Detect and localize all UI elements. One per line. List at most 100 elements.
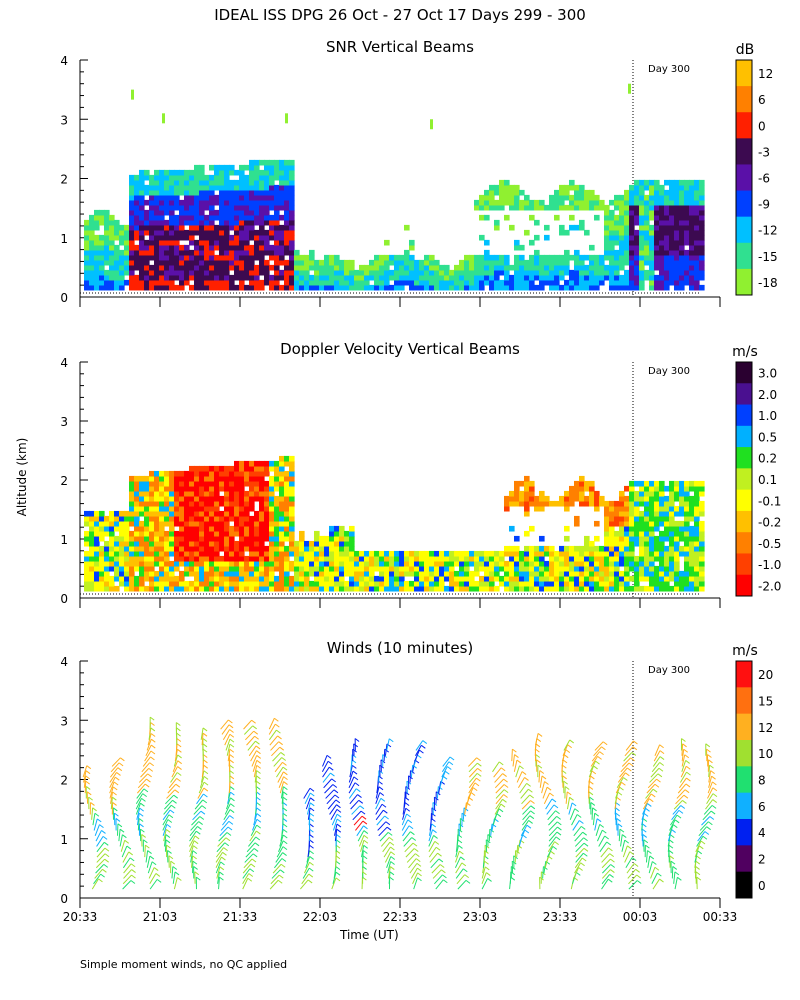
snr-cell (479, 269, 485, 276)
wind-barb (322, 766, 330, 778)
doppler-cell (169, 560, 175, 567)
wind-barb (226, 743, 231, 756)
doppler-cell (99, 550, 105, 557)
doppler-cell (604, 570, 610, 577)
doppler-cell (534, 565, 540, 572)
doppler-cell (619, 510, 625, 517)
wind-barb (515, 765, 520, 778)
doppler-cell (194, 470, 200, 477)
doppler-cell (624, 565, 630, 572)
wind-barb (253, 765, 258, 778)
doppler-panel: Doppler Velocity Vertical Beams01234Day … (60, 340, 781, 608)
doppler-cell (534, 495, 540, 502)
wind-barb-feather (142, 793, 147, 798)
doppler-cell (84, 585, 90, 592)
snr-cell (154, 249, 160, 256)
doppler-cell (559, 580, 565, 587)
doppler-cell (119, 570, 125, 577)
doppler-cell (594, 580, 600, 587)
snr-cell (279, 174, 285, 181)
wind-barb-feather (219, 866, 225, 871)
doppler-cell (139, 500, 145, 507)
doppler-cell (124, 525, 130, 532)
snr-cell (384, 274, 390, 281)
snr-cell (534, 269, 540, 276)
doppler-cell (559, 495, 565, 502)
snr-cell (84, 244, 90, 251)
doppler-cell (149, 495, 155, 502)
wind-barb-feather (463, 807, 469, 812)
doppler-cell (229, 550, 235, 557)
doppler-cell (344, 545, 350, 552)
snr-cell (294, 254, 300, 261)
wind-barb-feather (309, 802, 315, 807)
doppler-cell (184, 485, 190, 492)
doppler-cell (274, 565, 280, 572)
snr-cell (694, 214, 700, 221)
doppler-cell (484, 585, 490, 592)
wind-barb-feather (408, 825, 414, 830)
snr-cell (144, 199, 150, 206)
snr-cell (614, 259, 620, 266)
snr-cell (274, 184, 280, 191)
doppler-cell (89, 555, 95, 562)
snr-cell (529, 284, 535, 291)
snr-cell (639, 189, 645, 196)
doppler-cell (284, 500, 290, 507)
snr-cell (209, 179, 215, 186)
doppler-cell (259, 570, 265, 577)
snr-cell (674, 209, 680, 216)
snr-cell (149, 234, 155, 241)
doppler-cell (304, 575, 310, 582)
snr-cell (104, 229, 110, 236)
snr-cell (469, 279, 475, 286)
doppler-cell (269, 495, 275, 502)
snr-cell (279, 239, 285, 246)
wind-barb (140, 768, 150, 778)
snr-cell (94, 214, 100, 221)
snr-cell (349, 259, 355, 266)
snr-cell (574, 189, 580, 196)
snr-cell (104, 239, 110, 246)
snr-cell (444, 264, 450, 271)
doppler-cell (689, 575, 695, 582)
doppler-cell (204, 565, 210, 572)
snr-cell (654, 219, 660, 226)
snr-cell (269, 284, 275, 291)
doppler-cell (219, 565, 225, 572)
snr-cell (669, 229, 675, 236)
snr-cell (204, 234, 210, 241)
wind-barb-feather (336, 804, 341, 809)
doppler-cell (154, 510, 160, 517)
wind-barb-feather (247, 877, 253, 882)
snr-cell (509, 204, 515, 211)
doppler-cell (304, 570, 310, 577)
doppler-cell (159, 475, 165, 482)
snr-cell (679, 214, 685, 221)
wind-barb-feather (229, 780, 235, 785)
snr-cell (614, 269, 620, 276)
wind-barb-feather (389, 841, 395, 846)
snr-cell (649, 249, 655, 256)
snr-cell (224, 269, 230, 276)
colorbar-swatch (736, 845, 752, 873)
snr-cell (224, 194, 230, 201)
doppler-cell (239, 550, 245, 557)
doppler-cell (549, 565, 555, 572)
wind-barb-feather (203, 770, 209, 775)
wind-barb-feather (151, 861, 157, 866)
snr-cell (234, 239, 240, 246)
doppler-cell (89, 575, 95, 582)
wind-barb (455, 845, 459, 858)
doppler-cell (379, 575, 385, 582)
doppler-cell (289, 490, 295, 497)
doppler-cell (139, 545, 145, 552)
snr-cell (169, 259, 175, 266)
snr-cell (144, 284, 150, 291)
wind-barb-feather (575, 871, 581, 876)
snr-cell (274, 244, 280, 251)
doppler-cell (604, 530, 610, 537)
snr-cell (154, 269, 160, 276)
x-tick-label: 00:33 (703, 910, 738, 924)
snr-cell (239, 174, 245, 181)
